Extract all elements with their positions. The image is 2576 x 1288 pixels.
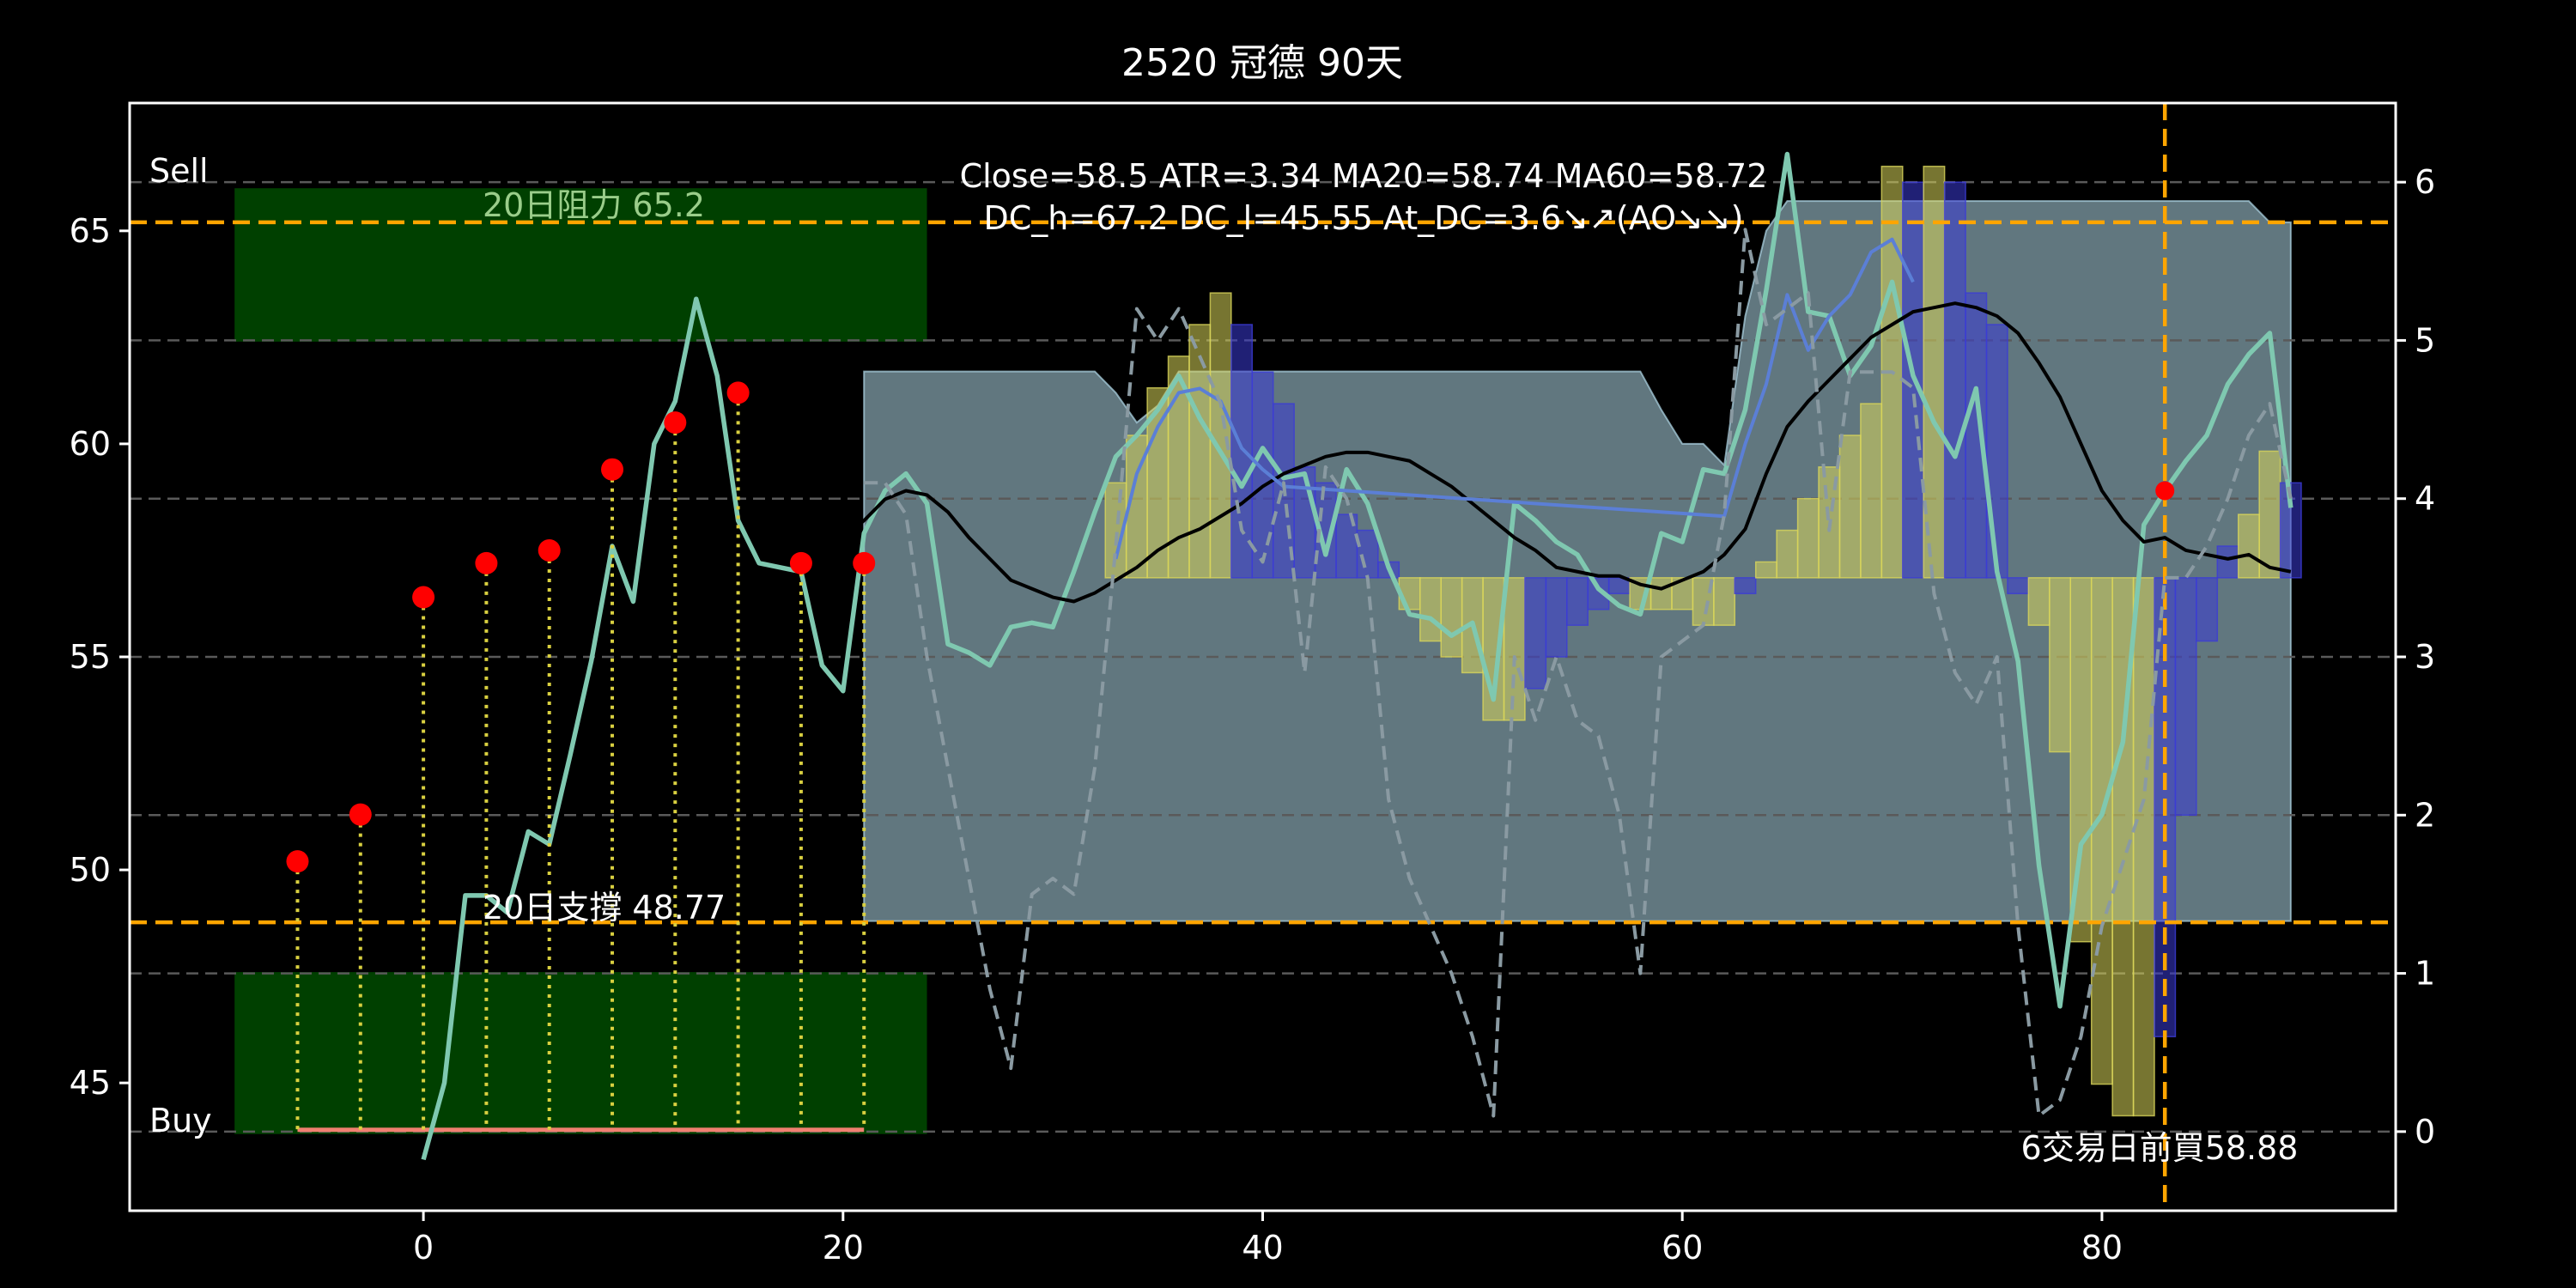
buy-zone [234,972,927,1134]
histogram-bar [1796,497,1820,579]
chart-title: 2520 冠德 90天 [1121,41,1403,85]
signal-marker [726,381,750,404]
histogram-bar [1293,466,1316,579]
signal-marker [349,803,372,826]
histogram-bar [1419,577,1442,642]
buy-note: 6交易日前買58.88 [2021,1129,2299,1167]
y2-tick-label: 3 [2415,638,2435,676]
histogram-bar [2049,577,2072,753]
signal-marker [664,411,687,434]
y-tick-label: 45 [70,1064,111,1102]
histogram-bar [1566,577,1589,626]
buy-label: Buy [149,1102,212,1139]
resistance-label: 20日阻力 65.2 [483,186,705,224]
x-tick-label: 20 [823,1229,864,1267]
histogram-bar [2196,577,2219,642]
y2-tick-label: 0 [2415,1113,2435,1151]
price-line [421,151,2293,1161]
info-line-2: DC_h=67.2 DC_l=45.55 At_DC=3.6↘↗(AO↘↘) [983,199,1743,237]
sell-label: Sell [149,152,209,190]
histogram-bar [1230,324,1254,579]
histogram-bar [1734,577,1757,595]
sell-zone [234,188,927,342]
signal-marker [853,551,876,574]
y-tick-label: 55 [70,638,111,676]
annotation-layer: Sell Buy 20日阻力 65.2 20日支撐 48.77 Close=58… [149,152,2298,1167]
x-tick-label: 60 [1662,1229,1703,1267]
histogram-bar [1209,292,1232,579]
x-tick-label: 40 [1242,1229,1283,1267]
y2-tick-label: 5 [2415,321,2435,359]
histogram-bar [1356,529,1379,579]
histogram-bar [2090,577,2113,1085]
signal-marker [286,850,309,873]
y2-tick-label: 6 [2415,163,2435,201]
histogram-bar [1860,403,1883,579]
y2-tick-label: 1 [2415,955,2435,993]
histogram-bar [2174,577,2197,817]
histogram-bar [1188,324,1212,579]
histogram-bar [1985,324,2008,579]
signal-marker [601,458,624,481]
x-tick-label: 0 [413,1229,434,1267]
histogram-bar [2237,513,2260,579]
y-tick-label: 50 [70,851,111,889]
signal-marker [475,551,498,574]
histogram-bar [1649,577,1673,611]
histogram-bar [1943,181,1966,579]
signal-marker [789,551,812,574]
histogram-bar [2027,577,2050,626]
histogram-bar [2007,577,2030,595]
y2-tick-label: 2 [2415,796,2435,834]
signal-marker [412,586,435,609]
oscillator-line [864,228,2293,1118]
signal-marker [538,538,561,562]
histogram-bar [1838,434,1862,579]
histogram-bar [2216,545,2239,579]
histogram-bar [1545,577,1568,658]
histogram-bar [1754,561,1777,579]
x-tick-label: 80 [2081,1229,2123,1267]
ma20-line [841,301,2292,604]
y-tick-label: 60 [70,425,111,463]
histogram-bar [2258,450,2281,579]
y-tick-label: 65 [70,212,111,250]
histogram-bar [1440,577,1463,658]
support-label: 20日支撐 48.77 [483,889,726,927]
histogram-bar [1524,577,1547,690]
histogram-bar [1923,165,1946,579]
histogram-bar [2132,577,2155,1117]
histogram-bar [1776,529,1799,579]
histogram-bar [1503,577,1526,721]
buy-marker [2155,481,2175,501]
y2-tick-label: 4 [2415,480,2435,518]
histogram-bar [1713,577,1736,626]
blue_ma-line [1114,237,1915,560]
info-line-1: Close=58.5 ATR=3.34 MA20=58.74 MA60=58.7… [960,157,1768,195]
